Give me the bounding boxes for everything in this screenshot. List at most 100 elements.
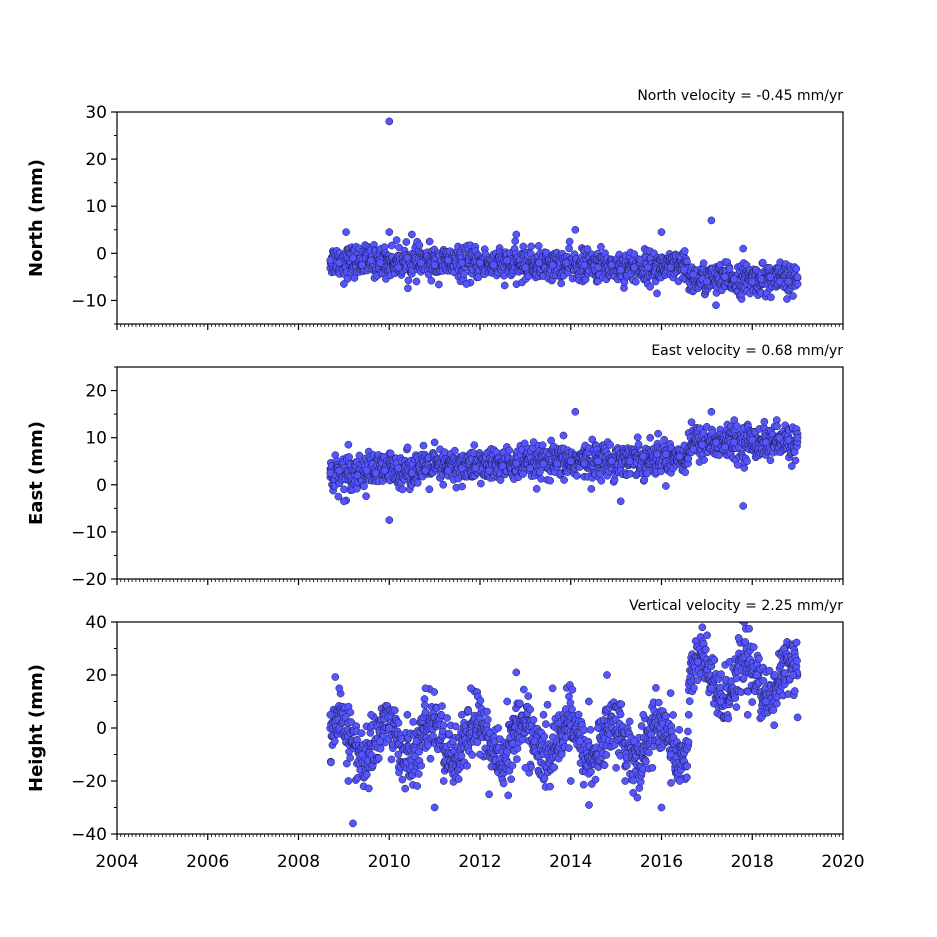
y-tick-label: 40: [85, 613, 107, 633]
y-tick-label: 0: [96, 244, 107, 264]
scatter-point-cloud: [743, 457, 751, 466]
scatter-point: [580, 261, 589, 269]
scatter-point-cloud: [602, 751, 611, 759]
scatter-point-cloud: [666, 689, 675, 697]
scatter-point: [675, 452, 684, 461]
scatter-point-cloud: [640, 476, 649, 484]
scatter-point-cloud: [693, 676, 702, 685]
scatter-point-cloud: [508, 761, 517, 770]
scatter-point: [358, 261, 366, 269]
scatter-point-cloud: [401, 784, 410, 793]
scatter-point-cloud: [565, 237, 574, 246]
scatter-point: [385, 228, 394, 236]
scatter-point-cloud: [327, 758, 335, 767]
scatter-point-cloud: [457, 751, 466, 760]
scatter-point: [394, 750, 403, 759]
scatter-point-cloud: [789, 292, 797, 300]
scatter-point-cloud: [758, 258, 767, 267]
scatter-point-cloud: [793, 656, 801, 665]
scatter-point-cloud: [534, 242, 543, 250]
scatter-point-cloud: [468, 751, 477, 759]
scatter-point-cloud: [425, 485, 434, 494]
scatter-point-cloud: [745, 624, 753, 633]
scatter-point-cloud: [560, 476, 568, 484]
scatter-point-cloud: [662, 712, 670, 720]
scatter-point-cloud: [755, 654, 763, 663]
scatter-point-cloud: [403, 443, 412, 452]
scatter-point: [476, 258, 484, 267]
scatter-point: [380, 466, 389, 475]
scatter-point-cloud: [684, 454, 693, 463]
scatter-point-cloud: [770, 721, 779, 730]
scatter-point-cloud: [683, 762, 692, 770]
scatter-point: [467, 684, 475, 693]
scatter-point-cloud: [717, 670, 725, 679]
scatter-point-cloud: [519, 470, 527, 478]
scatter-point: [371, 469, 380, 477]
scatter-point-cloud: [631, 277, 640, 286]
scatter-point: [689, 445, 698, 454]
scatter-point-cloud: [792, 264, 801, 273]
scatter-point: [512, 230, 521, 239]
scatter-point: [512, 459, 521, 468]
scatter-point: [408, 230, 416, 239]
scatter-point-cloud: [342, 759, 351, 768]
scatter-point-cloud: [687, 418, 696, 427]
scatter-point: [775, 277, 784, 286]
scatter-point: [748, 277, 757, 286]
scatter-points: [326, 622, 802, 828]
scatter-point: [712, 301, 720, 310]
scatter-point-cloud: [587, 485, 596, 493]
scatter-point-cloud: [749, 643, 758, 651]
scatter-point-cloud: [430, 688, 439, 696]
scatter-point-cloud: [652, 684, 660, 692]
scatter-point-cloud: [769, 706, 778, 714]
scatter-point: [340, 280, 348, 288]
scatter-point: [462, 280, 471, 288]
scatter-point-cloud: [353, 484, 361, 493]
scatter-point: [539, 710, 548, 719]
scatter-point-cloud: [580, 726, 588, 734]
y-tick-label: 0: [96, 476, 107, 496]
scatter-point: [335, 466, 344, 475]
y-axis-label: East (mm): [26, 421, 47, 525]
scatter-point: [639, 452, 648, 461]
scatter-point-cloud: [364, 784, 373, 793]
scatter-point-cloud: [504, 791, 513, 800]
scatter-point: [503, 697, 512, 706]
scatter-point-cloud: [646, 282, 654, 291]
scatter-point: [575, 737, 584, 746]
scatter-point-cloud: [588, 435, 597, 444]
scatter-point-cloud: [646, 433, 655, 442]
scatter-point-cloud: [542, 720, 550, 728]
scatter-point: [385, 516, 394, 524]
scatter-point: [684, 710, 693, 719]
scatter-point-cloud: [346, 708, 355, 717]
scatter-point: [625, 457, 634, 466]
scatter-point-cloud: [454, 775, 463, 783]
scatter-point: [752, 671, 761, 679]
scatter-point: [793, 433, 802, 442]
scatter-point: [557, 750, 566, 759]
scatter-point: [616, 497, 625, 506]
scatter-point-cloud: [451, 722, 460, 731]
scatter-point: [448, 737, 457, 746]
scatter-point: [739, 502, 748, 510]
scatter-point-cloud: [625, 717, 634, 726]
scatter-point: [485, 466, 493, 475]
scatter-point-cloud: [425, 237, 434, 246]
scatter-point-cloud: [787, 462, 796, 470]
scatter-point: [376, 737, 385, 746]
scatter-point-cloud: [417, 761, 426, 770]
scatter-point-cloud: [732, 674, 741, 683]
scatter-point: [394, 464, 403, 473]
scatter-point-cloud: [731, 694, 740, 702]
scatter-point: [780, 644, 788, 653]
scatter-point: [385, 117, 394, 126]
scatter-point-cloud: [532, 484, 541, 493]
scatter-point: [526, 464, 534, 473]
scatter-point-cloud: [443, 714, 451, 722]
scatter-point-cloud: [438, 702, 446, 710]
scatter-point-cloud: [733, 461, 742, 469]
scatter-point: [439, 777, 448, 785]
